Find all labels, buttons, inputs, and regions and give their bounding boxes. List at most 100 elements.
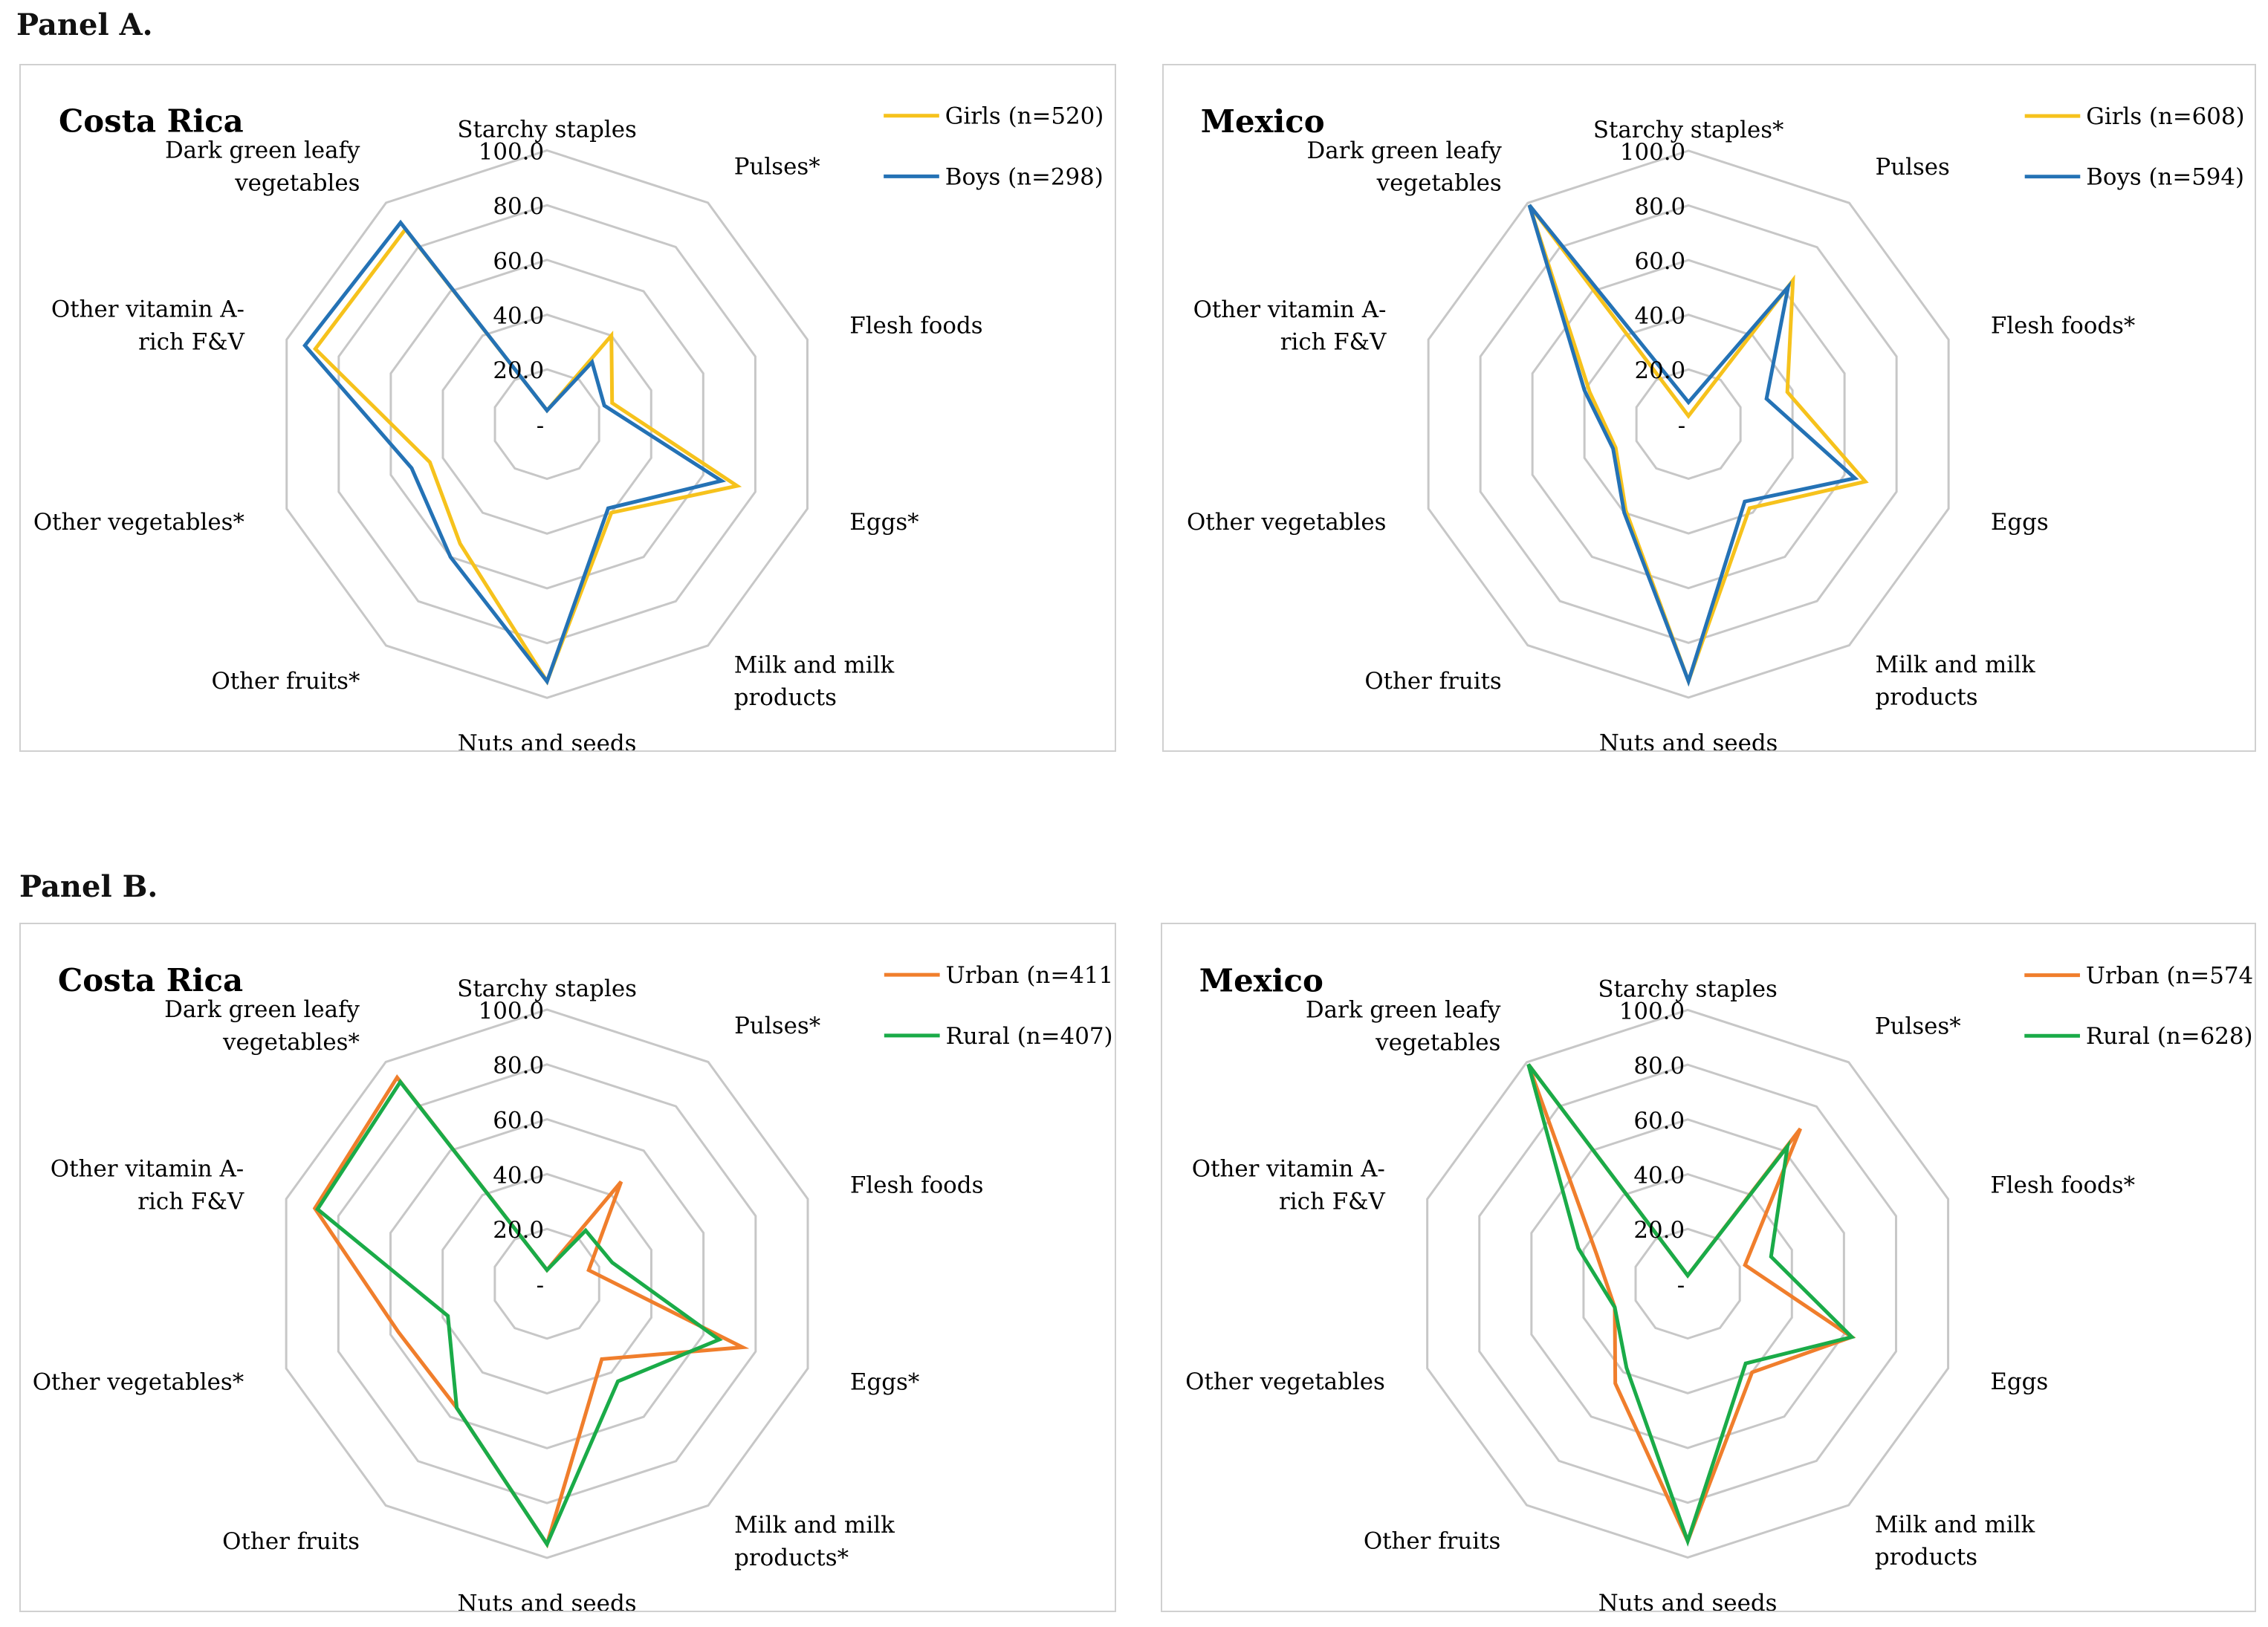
tick-label: 60.0	[1633, 1108, 1685, 1134]
tick-label: 40.0	[1633, 1162, 1685, 1189]
grid-ring-5	[285, 149, 809, 699]
series-line-rural	[1526, 1063, 1856, 1548]
axis-label-eggs: Eggs	[1991, 509, 2049, 536]
grid-ring-2	[441, 313, 652, 535]
grid-ring-3	[1531, 259, 1846, 590]
chart-costa-rica-area: Costa Rica - 20.0 40.0 60.0 80.0 100.0 Starchy …	[19, 923, 1116, 1612]
axis-label-nuts-and-seeds: Nuts and seeds	[458, 730, 637, 750]
tick-label: 40.0	[1635, 303, 1686, 330]
chart-costa-rica-sex: Costa Rica - 20.0 40.0 60.0 80.0 100.0 Starchy …	[19, 64, 1116, 752]
grid-ring-1	[493, 1227, 600, 1340]
axis-label-other-fruits: Other fruits	[1364, 1527, 1501, 1554]
tick-label: 60.0	[493, 1108, 544, 1134]
axis-label-other-fruits: Other fruits	[222, 1528, 360, 1555]
axis-label-other-vitamin-a-rich-f-v: Other vitamin A-rich F&V	[1192, 1156, 1386, 1215]
tick-label: 60.0	[493, 248, 544, 275]
series-line-boys	[302, 219, 727, 686]
radar-svg: Costa Rica - 20.0 40.0 60.0 80.0 100.0Starchy …	[33, 962, 1115, 1611]
axis-label-pulses: Pulses*	[734, 1013, 820, 1039]
grid-ring-3	[389, 1117, 705, 1449]
tick-label: 20.0	[1635, 357, 1686, 384]
axis-label-nuts-and-seeds: Nuts and seeds	[458, 1591, 637, 1611]
chart-mexico-sex: Mexico - 20.0 40.0 60.0 80.0 100.0 Starchy stap…	[1162, 64, 2256, 752]
tick-label: 60.0	[1635, 248, 1686, 275]
axis-label-flesh-foods: Flesh foods*	[1990, 1172, 2135, 1199]
legend-label-girls: Girls (n=520)	[945, 103, 1104, 130]
axis-label-flesh-foods: Flesh foods	[849, 313, 982, 340]
series-line-girls	[312, 226, 742, 686]
tick-label: -	[1678, 412, 1685, 439]
tick-label: 80.0	[493, 193, 544, 220]
tick-label: 100.0	[1620, 139, 1685, 166]
grid-ring-5	[1427, 149, 1950, 699]
chart-mexico-area: Mexico - 20.0 40.0 60.0 80.0 100.0 Starchy stap…	[1161, 923, 2256, 1612]
grid-ring-4	[1478, 1063, 1897, 1504]
axis-label-eggs: Eggs*	[850, 1368, 919, 1395]
axis-label-flesh-foods: Flesh foods*	[1991, 313, 2135, 340]
axis-label-milk-and-milk-products: Milk and milk products	[1875, 1511, 2035, 1571]
grid-ring-1	[1634, 1227, 1741, 1340]
tick-label: 80.0	[493, 1053, 544, 1079]
tick-label: 100.0	[479, 138, 544, 165]
series-line-boys	[1527, 204, 1859, 687]
axis-label-other-vegetables: Other vegetables*	[33, 509, 244, 536]
axis-label-nuts-and-seeds: Nuts and seeds	[1599, 730, 1778, 750]
tick-label: 20.0	[493, 357, 544, 384]
panel-a-title: Panel A.	[16, 7, 153, 42]
radar-svg: Costa Rica - 20.0 40.0 60.0 80.0 100.0Starchy …	[33, 103, 1104, 750]
grid-ring-4	[337, 204, 756, 645]
axis-label-starchy-staples: Starchy staples	[457, 975, 637, 1002]
tick-label: 40.0	[493, 1162, 544, 1189]
chart-title: Costa Rica	[59, 103, 244, 140]
grid-ring-4	[337, 1063, 757, 1504]
grid-ring-2	[1582, 1172, 1793, 1394]
series-line-urban	[1526, 1063, 1856, 1546]
axis-label-milk-and-milk-products: Milk and milk products	[1876, 652, 2035, 711]
axis-label-starchy-staples: Starchy staples*	[1593, 117, 1784, 143]
axis-label-other-vegetables: Other vegetables	[1185, 1368, 1385, 1395]
tick-label: 80.0	[1635, 193, 1686, 220]
tick-label: 100.0	[479, 998, 544, 1024]
tick-label: -	[537, 1272, 544, 1299]
tick-label: 100.0	[1619, 998, 1685, 1024]
axis-label-other-vegetables: Other vegetables	[1187, 509, 1386, 536]
axis-label-other-vitamin-a-rich-f-v: Other vitamin A-rich F&V	[1193, 296, 1387, 356]
axis-label-other-vitamin-a-rich-f-v: Other vitamin A-rich F&V	[51, 296, 245, 356]
tick-label: -	[1677, 1272, 1685, 1299]
axis-label-starchy-staples: Starchy staples	[1598, 975, 1777, 1002]
grid-ring-4	[1479, 204, 1898, 644]
legend-label-rural: Rural (n=628)	[2086, 1023, 2253, 1050]
chart-title: Costa Rica	[58, 962, 243, 998]
grid-ring-3	[389, 259, 704, 590]
axis-label-other-vegetables: Other vegetables*	[33, 1368, 244, 1395]
axis-label-eggs: Eggs	[1990, 1368, 2048, 1395]
grid-ring-3	[1530, 1118, 1845, 1449]
legend-label-girls: Girls (n=608)	[2086, 103, 2244, 130]
axis-label-dark-green-leafy-vegetables: Dark green leafy vegetables	[165, 137, 360, 197]
axis-label-milk-and-milk-products: Milk and milk products*	[734, 1512, 895, 1571]
grid-ring-1	[1635, 368, 1742, 481]
series-line-rural	[314, 1078, 723, 1548]
grid-ring-5	[1426, 1008, 1950, 1559]
axis-label-milk-and-milk-products: Milk and milk products	[734, 652, 895, 711]
tick-label: -	[537, 412, 544, 439]
axis-label-pulses: Pulses*	[1875, 1013, 1961, 1039]
chart-title: Mexico	[1201, 103, 1325, 140]
legend-label-boys: Boys (n=594)	[2086, 164, 2244, 191]
axis-label-flesh-foods: Flesh foods	[850, 1172, 984, 1198]
grid-ring-5	[285, 1008, 809, 1559]
tick-label: 20.0	[1633, 1217, 1685, 1244]
legend-label-urban: Urban (n=411)	[946, 962, 1115, 989]
legend-label-rural: Rural (n=407)	[946, 1023, 1113, 1050]
axis-label-dark-green-leafy-vegetables: Dark green leafy vegetables*	[164, 996, 360, 1056]
grid-ring-2	[1583, 314, 1794, 535]
axis-label-other-fruits: Other fruits	[1364, 668, 1501, 695]
tick-label: 40.0	[493, 302, 544, 329]
axis-label-pulses: Pulses*	[734, 153, 820, 180]
legend-label-urban: Urban (n=574)	[2086, 963, 2255, 990]
legend-label-boys: Boys (n=298)	[945, 163, 1104, 190]
grid-ring-1	[493, 368, 600, 481]
axis-label-starchy-staples: Starchy staples	[457, 117, 636, 143]
